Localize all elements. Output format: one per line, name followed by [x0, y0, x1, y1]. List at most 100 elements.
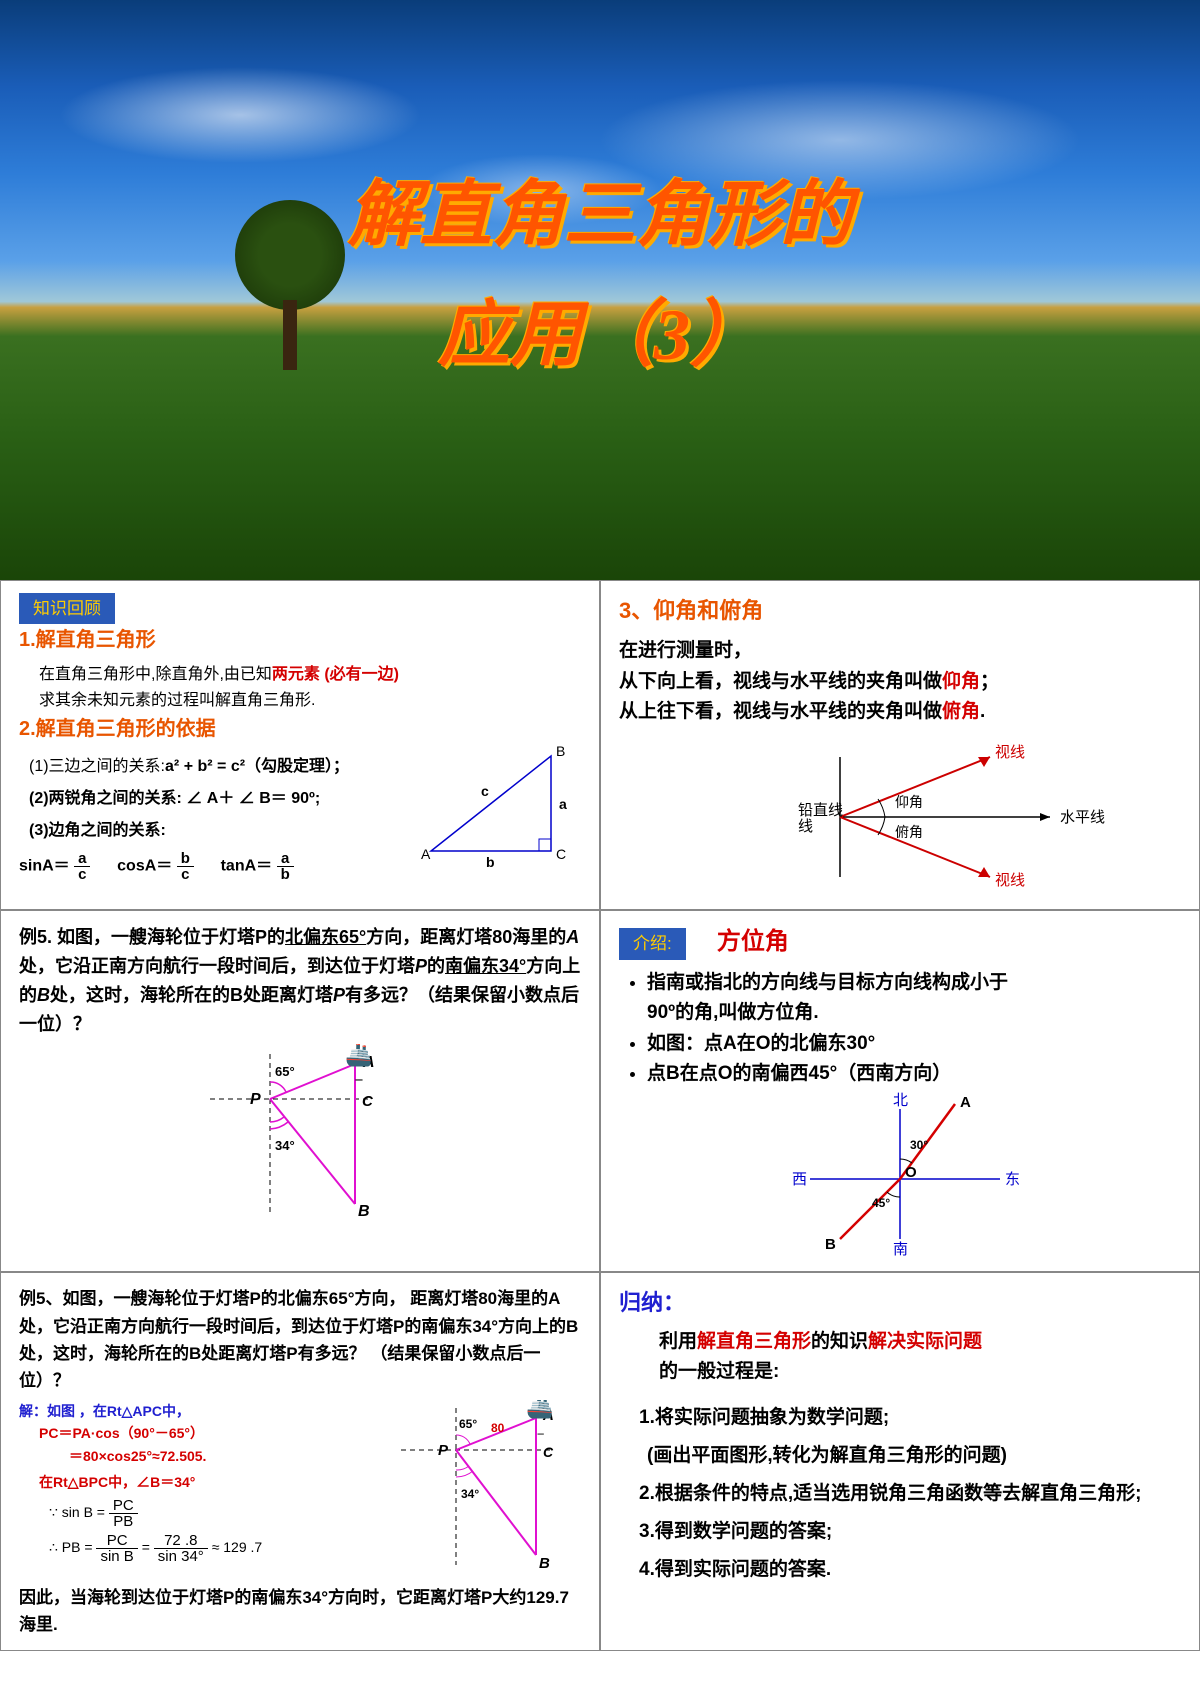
t: ＝80×cos25°≈72.505. [19, 1445, 381, 1467]
t: (1)三边之间的关系: [29, 758, 165, 775]
t: 从下向上看，视线与水平线的夹角叫做 [619, 671, 942, 692]
t: 北偏东65° [285, 927, 366, 947]
cell-bearing: 介绍: 方位角 指南或指北的方向线与目标方向线构成小于90º的角,叫做方位角. … [600, 910, 1200, 1272]
svg-text:65°: 65° [459, 1417, 477, 1431]
t: 3.得到数学问题的答案; [639, 1513, 1181, 1551]
h-angles: 3、仰角和俯角 [619, 593, 1181, 628]
h-1: 1.解直角三角形 [19, 624, 581, 656]
hero-slide: 解直角三角形的 应用（3） [0, 0, 1200, 580]
t: a² + b² = c² [165, 758, 245, 775]
t: 解：如图 ，在Rt△APC中， [19, 1400, 381, 1422]
svg-text:34°: 34° [275, 1138, 295, 1153]
t: 2.根据条件的特点,适当选用锐角三角函数等去解直角三角形; [639, 1475, 1181, 1513]
t: P [333, 985, 345, 1005]
cell-review: 知识回顾 1.解直角三角形 在直角三角形中,除直角外,由已知两元素 (必有一边)… [0, 580, 600, 910]
svg-text:俯角: 俯角 [895, 824, 923, 840]
svg-text:P: P [438, 1442, 449, 1459]
t: 方向，距离灯塔80海里的 [366, 927, 566, 947]
svg-text:c: c [481, 783, 489, 799]
svg-text:水平线: 水平线 [1060, 809, 1105, 826]
svg-text:45°: 45° [872, 1196, 890, 1210]
cell-ex5b: 例5、如图，一艘海轮位于灯塔P的北偏东65°方向， 距离灯塔80海里的A处，它沿… [0, 1272, 600, 1651]
svg-text:铅直线: 铅直线 [798, 802, 843, 819]
bearing-title: 方位角 [717, 928, 789, 955]
t: (3)边角之间的关系: [29, 822, 166, 839]
cell-angles: 3、仰角和俯角 在进行测量时， 从下向上看，视线与水平线的夹角叫做仰角； 从上往… [600, 580, 1200, 910]
right-triangle: A B C a b c [411, 741, 571, 871]
t: 利用 [659, 1331, 697, 1352]
t: B [37, 985, 50, 1005]
svg-text:C: C [556, 846, 566, 862]
t: 例5. 如图，一艘海轮位于灯塔P的 [19, 927, 285, 947]
t: sinA＝ [19, 858, 70, 875]
tag-review: 知识回顾 [19, 593, 115, 624]
t: 仰角 [942, 671, 980, 692]
t: 两元素 (必有一边) [272, 666, 399, 683]
svg-text:仰角: 仰角 [895, 794, 923, 810]
svg-text:34°: 34° [461, 1487, 479, 1501]
t: 在直角三角形中,除直角外,由已知 [39, 666, 272, 683]
t: 从上往下看，视线与水平线的夹角叫做 [619, 701, 942, 722]
svg-text:B: B [556, 743, 565, 759]
cell-summary: 归纳： 利用解直角三角形的知识解决实际问题的一般过程是: 1.将实际问题抽象为数… [600, 1272, 1200, 1651]
t: 的一般过程是: [659, 1361, 779, 1382]
hero-title-1: 解直角三角形的 [0, 155, 1200, 260]
t: 4.得到实际问题的答案. [639, 1551, 1181, 1589]
t: 的 [427, 956, 445, 976]
t: 南偏东34° [445, 956, 526, 976]
t: 在进行测量时， [619, 636, 1181, 666]
tag-intro: 介绍: [619, 928, 686, 959]
t: 1.将实际问题抽象为数学问题; [639, 1399, 1181, 1437]
svg-text:65°: 65° [275, 1064, 295, 1079]
content-grid: 知识回顾 1.解直角三角形 在直角三角形中,除直角外,由已知两元素 (必有一边)… [0, 580, 1200, 1651]
t: 处，它沿正南方向航行一段时间后，到达位于灯塔 [19, 956, 415, 976]
t: PC＝PA·cos（90°－65°） [19, 1422, 381, 1444]
svg-text:🚢: 🚢 [526, 1400, 553, 1419]
svg-text:80: 80 [491, 1421, 505, 1435]
t: (画出平面图形,转化为解直角三角形的问题) [639, 1437, 1181, 1475]
hero-title-2: 应用（3） [0, 275, 1200, 380]
svg-text:b: b [486, 854, 495, 870]
bullet: 如图：点A在O的北偏东30° [647, 1029, 1181, 1059]
t: 解直角三角形 [697, 1331, 811, 1352]
svg-text:‾: ‾ [537, 1433, 544, 1450]
svg-text:视线: 视线 [995, 744, 1025, 761]
t: 解决实际问题 [868, 1331, 982, 1352]
bullet: 指南或指北的方向线与目标方向线构成小于90º的角,叫做方位角. [647, 968, 1181, 1029]
svg-text:东: 东 [1005, 1171, 1020, 1188]
svg-text:a: a [559, 796, 567, 812]
cell-ex5a: 例5. 如图，一艘海轮位于灯塔P的北偏东65°方向，距离灯塔80海里的A 处，它沿… [0, 910, 600, 1272]
svg-text:C: C [362, 1093, 374, 1110]
svg-text:B: B [539, 1555, 550, 1572]
t: 的知识 [811, 1331, 868, 1352]
t: . [980, 701, 985, 722]
svg-text:北: 北 [893, 1092, 908, 1109]
svg-text:线: 线 [798, 818, 813, 835]
svg-text:C: C [543, 1444, 554, 1460]
svg-text:P: P [250, 1091, 261, 1108]
svg-text:A: A [960, 1094, 971, 1111]
t: 因此，当海轮到达位于灯塔P的南偏东34°方向时，它距离灯塔P大约129.7海里. [19, 1584, 581, 1638]
t: 求其余未知元素的过程叫解直角三角形. [39, 692, 315, 709]
svg-text:🚢: 🚢 [345, 1044, 372, 1067]
svg-text:A: A [421, 846, 431, 862]
h-summary: 归纳： [619, 1285, 1181, 1320]
svg-text:O: O [905, 1164, 917, 1181]
svg-text:30°: 30° [910, 1138, 928, 1152]
t: (2)两锐角之间的关系: ∠ A＋ ∠ B＝ 90º; [29, 790, 320, 807]
svg-text:视线: 视线 [995, 872, 1025, 889]
compass-fig: 北 南 东 西 O A B 30° 45° [760, 1089, 1040, 1259]
t: cosA＝ [117, 858, 172, 875]
svg-text:‾: ‾ [355, 1078, 363, 1098]
t: A [566, 927, 579, 947]
t: tanA＝ [221, 858, 273, 875]
t: 俯角 [942, 701, 980, 722]
svg-text:西: 西 [792, 1171, 807, 1188]
bullet: 点B在点O的南偏西45°（西南方向） [647, 1059, 1181, 1089]
svg-text:B: B [358, 1203, 370, 1220]
bearing-fig-1: P A B C ‾ 65° 34° 🚢 [180, 1044, 420, 1224]
t: 例5、如图，一艘海轮位于灯塔P的北偏东65°方向， 距离灯塔80海里的A处，它沿… [19, 1285, 581, 1394]
t: 在Rt△BPC中，∠B＝34° [19, 1471, 381, 1493]
svg-text:南: 南 [893, 1241, 908, 1258]
t: P [415, 956, 427, 976]
